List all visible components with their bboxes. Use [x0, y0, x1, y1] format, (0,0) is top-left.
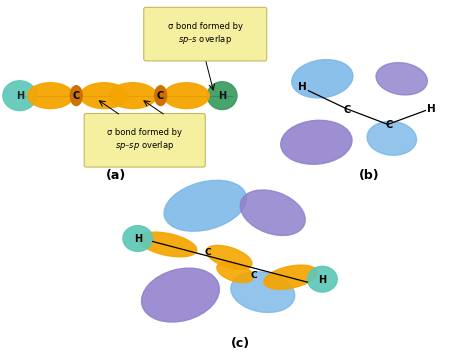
Text: C: C — [73, 91, 80, 101]
Ellipse shape — [264, 265, 318, 289]
Ellipse shape — [138, 232, 197, 257]
Text: σ bond formed by
$\it{sp}$–$\it{s}$ overlap: σ bond formed by $\it{sp}$–$\it{s}$ over… — [168, 22, 243, 46]
Text: (c): (c) — [230, 337, 249, 350]
Text: C: C — [157, 91, 164, 101]
Text: H: H — [134, 234, 142, 244]
Ellipse shape — [231, 272, 295, 312]
FancyBboxPatch shape — [144, 7, 267, 61]
Text: H: H — [427, 104, 436, 114]
Ellipse shape — [207, 82, 237, 110]
Ellipse shape — [308, 266, 337, 292]
Ellipse shape — [281, 120, 352, 164]
Ellipse shape — [109, 83, 156, 109]
Ellipse shape — [3, 81, 36, 110]
FancyBboxPatch shape — [84, 114, 205, 167]
Ellipse shape — [206, 245, 252, 269]
Ellipse shape — [164, 180, 246, 231]
Ellipse shape — [70, 86, 82, 105]
Text: H: H — [318, 275, 327, 285]
Text: (b): (b) — [359, 169, 379, 181]
Text: C: C — [205, 248, 211, 257]
Ellipse shape — [376, 62, 428, 95]
Ellipse shape — [80, 83, 128, 109]
Text: σ bond formed by
$\it{sp}$–$\it{sp}$ overlap: σ bond formed by $\it{sp}$–$\it{sp}$ ove… — [107, 129, 182, 152]
Text: H: H — [218, 91, 226, 101]
Ellipse shape — [367, 121, 417, 155]
Ellipse shape — [164, 83, 209, 109]
Text: C: C — [344, 104, 351, 115]
Text: (a): (a) — [106, 169, 126, 181]
Ellipse shape — [240, 190, 305, 235]
Ellipse shape — [27, 83, 73, 109]
Text: C: C — [385, 120, 392, 130]
Text: H: H — [16, 91, 24, 101]
Ellipse shape — [123, 226, 153, 251]
Text: H: H — [298, 82, 307, 92]
Text: C: C — [251, 271, 257, 280]
Ellipse shape — [142, 268, 219, 322]
Ellipse shape — [217, 262, 253, 283]
Ellipse shape — [155, 86, 166, 105]
Ellipse shape — [292, 60, 353, 98]
